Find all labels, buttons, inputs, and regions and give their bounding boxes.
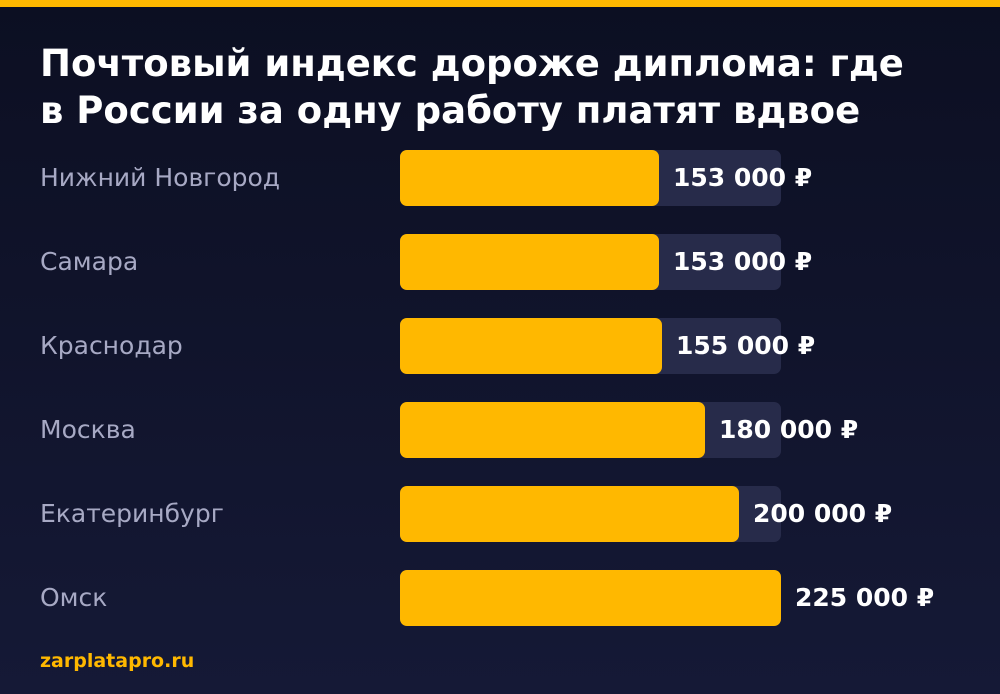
category-label: Нижний Новгород <box>40 163 281 192</box>
value-label: 155 000 ₽ <box>676 331 816 360</box>
bar-track <box>400 234 781 290</box>
bar <box>400 402 705 458</box>
category-label: Самара <box>40 247 139 276</box>
value-label: 225 000 ₽ <box>795 583 935 612</box>
bar-track <box>400 402 781 458</box>
category-label: Омск <box>40 583 108 612</box>
bar-row: Москва 180 000 ₽ <box>0 402 1000 458</box>
category-label: Екатеринбург <box>40 499 224 528</box>
bar-row: Нижний Новгород 153 000 ₽ <box>0 150 1000 206</box>
top-accent-bar <box>0 0 1000 7</box>
value-label: 180 000 ₽ <box>719 415 859 444</box>
bar-track <box>400 570 781 626</box>
value-label: 153 000 ₽ <box>673 163 813 192</box>
value-label: 153 000 ₽ <box>673 247 813 276</box>
bar <box>400 570 781 626</box>
bar <box>400 150 659 206</box>
bar-row: Екатеринбург 200 000 ₽ <box>0 486 1000 542</box>
chart-title-line-2: в России за одну работу платят вдвое <box>40 89 861 132</box>
bar <box>400 318 662 374</box>
chart-title: Почтовый индекс дороже диплома: где в Ро… <box>40 40 980 134</box>
bar <box>400 234 659 290</box>
bar <box>400 486 739 542</box>
value-label: 200 000 ₽ <box>753 499 893 528</box>
chart-title-line-1: Почтовый индекс дороже диплома: где <box>40 42 904 85</box>
bar-track <box>400 150 781 206</box>
bar-track <box>400 486 781 542</box>
bar-row: Омск 225 000 ₽ <box>0 570 1000 626</box>
category-label: Москва <box>40 415 136 444</box>
bar-track <box>400 318 781 374</box>
bar-row: Краснодар 155 000 ₽ <box>0 318 1000 374</box>
category-label: Краснодар <box>40 331 183 360</box>
source-label: zarplatapro.ru <box>40 650 195 672</box>
bar-row: Самара 153 000 ₽ <box>0 234 1000 290</box>
